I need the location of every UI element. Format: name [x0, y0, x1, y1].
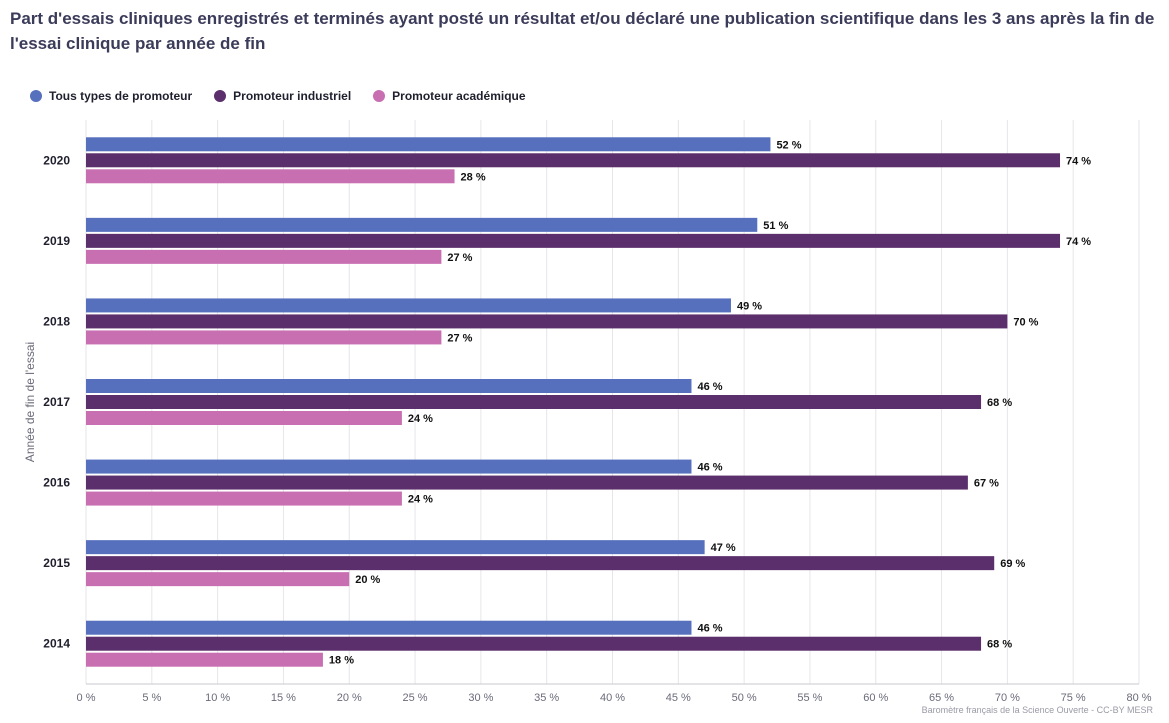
x-tick-label: 20 % [337, 692, 362, 704]
x-tick-label: 15 % [271, 692, 296, 704]
data-label: 51 % [763, 220, 788, 232]
bar [86, 475, 968, 490]
bar [86, 137, 771, 152]
legend-marker [373, 90, 386, 102]
x-tick-label: 50 % [732, 692, 757, 704]
data-label: 68 % [987, 397, 1012, 409]
bar [86, 379, 692, 393]
legend-marker [30, 90, 42, 102]
data-label: 18 % [329, 655, 354, 667]
data-label: 74 % [1066, 236, 1091, 248]
legend-label: Tous types de promoteur [49, 89, 193, 103]
bar [86, 459, 692, 474]
bar [86, 572, 350, 587]
data-label: 27 % [447, 332, 472, 344]
category-label: 2014 [43, 637, 70, 651]
y-axis-title: Année de fin de l'essai [23, 342, 37, 462]
x-tick-label: 10 % [205, 692, 230, 704]
x-tick-label: 35 % [534, 692, 559, 704]
data-label: 46 % [697, 623, 722, 635]
category-label: 2020 [43, 153, 70, 167]
data-label: 68 % [987, 639, 1012, 651]
x-tick-label: 65 % [929, 692, 954, 704]
data-label: 46 % [697, 381, 722, 393]
legend-item-all[interactable]: Tous types de promoteur [30, 89, 192, 103]
data-label: 46 % [697, 462, 722, 474]
data-label: 20 % [355, 574, 380, 586]
category-label: 2017 [43, 395, 70, 409]
x-tick-label: 45 % [666, 692, 691, 704]
data-label: 47 % [711, 542, 736, 554]
legend: Tous types de promoteur Promoteur indust… [30, 89, 526, 103]
bar [86, 652, 323, 667]
bar [86, 540, 705, 555]
data-label: 67 % [974, 478, 999, 490]
data-label: 24 % [408, 494, 433, 506]
bar [86, 249, 442, 264]
x-tick-label: 30 % [468, 692, 493, 704]
bar [86, 330, 442, 345]
data-label: 24 % [408, 413, 433, 425]
chart-title: Part d'essais cliniques enregistrés et t… [10, 9, 1155, 53]
bar [86, 491, 402, 506]
data-label: 74 % [1066, 155, 1091, 167]
x-tick-label: 70 % [995, 692, 1020, 704]
x-tick-label: 0 % [77, 692, 96, 704]
x-tick-label: 5 % [142, 692, 161, 704]
x-tick-label: 25 % [403, 692, 428, 704]
data-label: 49 % [737, 300, 762, 312]
credit-text: Baromètre français de la Science Ouverte… [921, 705, 1153, 715]
bar [86, 636, 982, 651]
data-label: 70 % [1013, 316, 1038, 328]
bar [86, 233, 1061, 248]
data-label: 27 % [447, 252, 472, 264]
category-label: 2019 [43, 234, 70, 248]
bar [86, 620, 692, 635]
bar [86, 298, 731, 313]
bar [86, 169, 455, 184]
category-label: 2018 [43, 314, 70, 328]
x-tick-label: 60 % [863, 692, 888, 704]
data-label: 52 % [776, 139, 801, 151]
legend-item-academic[interactable]: Promoteur académique [373, 89, 526, 103]
data-label: 69 % [1000, 558, 1025, 570]
legend-label: Promoteur industriel [233, 89, 352, 103]
bar [86, 153, 1061, 168]
bar [86, 411, 402, 425]
category-label: 2015 [43, 556, 70, 570]
legend-item-industrial[interactable]: Promoteur industriel [214, 89, 351, 103]
legend-marker [214, 90, 227, 102]
x-tick-label: 80 % [1126, 692, 1151, 704]
x-tick-label: 75 % [1061, 692, 1086, 704]
x-tick-label: 55 % [797, 692, 822, 704]
data-label: 28 % [461, 171, 486, 183]
category-label: 2016 [43, 476, 70, 490]
bar [86, 314, 1008, 329]
bar [86, 217, 758, 232]
bar [86, 395, 982, 409]
legend-label: Promoteur académique [392, 89, 526, 103]
bar [86, 556, 995, 571]
x-tick-label: 40 % [600, 692, 625, 704]
